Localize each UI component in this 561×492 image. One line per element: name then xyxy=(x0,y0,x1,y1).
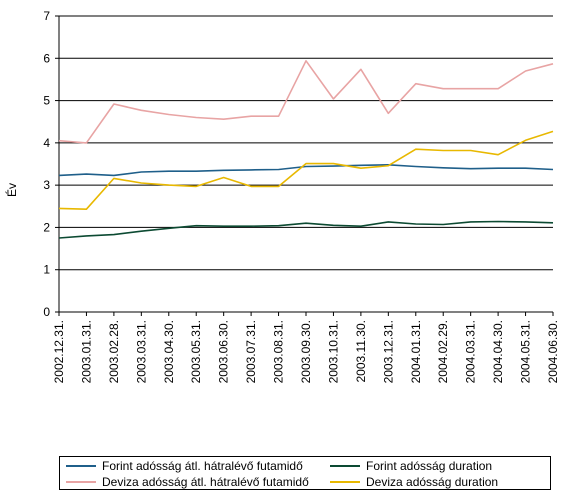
x-tick-label: 2003.12.31. xyxy=(381,320,395,383)
legend: Forint adósság átl. hátralévő futamidő F… xyxy=(59,456,551,490)
series-line-4 xyxy=(58,130,554,210)
x-tick-label: 2004.06.30. xyxy=(546,320,560,383)
x-tick-labels: 2002.12.31. 2003.01.31. 2003.02.28. 2003.03… xyxy=(52,320,560,383)
legend-item-forint-atl: Forint adósság átl. hátralévő futamidő xyxy=(66,458,303,474)
series-lines xyxy=(58,59,554,239)
x-tick-label: 2004.04.30. xyxy=(491,320,505,383)
legend-swatch xyxy=(330,464,360,467)
axes xyxy=(55,15,554,316)
legend-label: Forint adósság duration xyxy=(366,459,493,473)
x-tick-label: 2003.05.31. xyxy=(189,320,203,383)
x-tick-label: 2003.07.31. xyxy=(244,320,258,383)
gridlines xyxy=(59,15,553,271)
y-tick-label: 7 xyxy=(43,9,50,23)
y-tick-label: 4 xyxy=(43,136,50,150)
x-tick-label: 2004.01.31. xyxy=(409,320,423,383)
y-axis-label: Év xyxy=(4,183,19,197)
legend-swatch xyxy=(66,464,96,467)
legend-label: Deviza adósság duration xyxy=(366,475,499,489)
x-tick-label: 2003.04.30. xyxy=(162,320,176,383)
x-tick-label: 2003.09.30. xyxy=(299,320,313,383)
x-tick-label: 2003.08.31. xyxy=(272,320,286,383)
x-tick-label: 2003.10.31. xyxy=(326,320,340,383)
x-tick-label: 2003.11.30. xyxy=(354,320,368,383)
x-tick-label: 2002.12.31. xyxy=(52,320,66,383)
legend-item-deviza-atl: Deviza adósság átl. hátralévő futamidő xyxy=(66,474,309,490)
series-line-3 xyxy=(58,59,554,144)
legend-label: Forint adósság átl. hátralévő futamidő xyxy=(102,459,303,473)
legend-label: Deviza adósság átl. hátralévő futamidő xyxy=(102,475,309,489)
y-tick-label: 6 xyxy=(43,51,50,65)
y-tick-label: 1 xyxy=(43,263,50,277)
y-tick-label: 5 xyxy=(43,94,50,108)
y-tick-label: 0 xyxy=(43,305,50,319)
legend-swatch xyxy=(330,480,360,483)
series-line-1 xyxy=(58,164,554,177)
x-tick-label: 2003.01.31. xyxy=(79,320,93,383)
series-line-2 xyxy=(58,220,554,239)
x-tick-label: 2004.05.31. xyxy=(519,320,533,383)
y-tick-label: 2 xyxy=(43,220,50,234)
x-tick-label: 2004.02.29. xyxy=(436,320,450,383)
y-tick-label: 3 xyxy=(43,178,50,192)
y-tick-labels: 0 1 2 3 4 5 6 7 xyxy=(43,9,50,319)
x-tick-label: 2003.03.31. xyxy=(134,320,148,383)
legend-swatch xyxy=(66,480,96,483)
legend-item-forint-duration: Forint adósság duration xyxy=(330,458,492,474)
legend-item-deviza-duration: Deviza adósság duration xyxy=(330,474,498,490)
x-tick-label: 2003.06.30. xyxy=(217,320,231,383)
x-tick-label: 2004.03.31. xyxy=(464,320,478,383)
x-tick-label: 2003.02.28. xyxy=(107,320,121,383)
